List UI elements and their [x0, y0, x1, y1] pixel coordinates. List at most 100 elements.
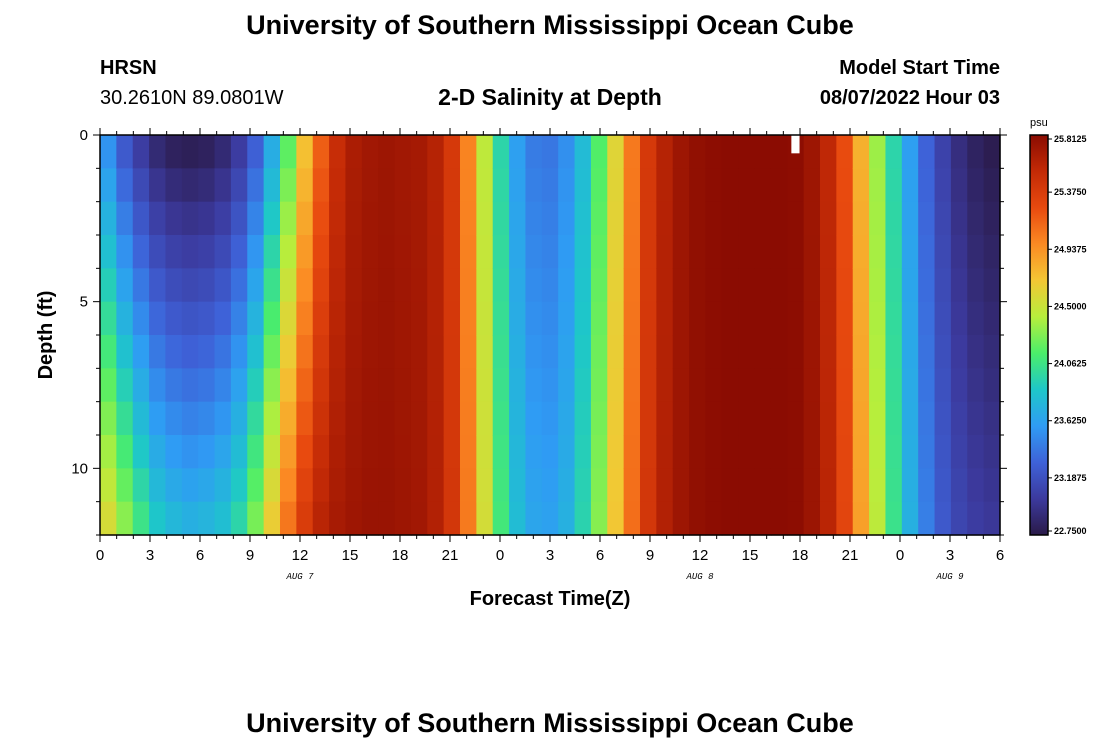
- chart-subtitle: 2-D Salinity at Depth: [438, 84, 662, 110]
- heatmap-cell: [558, 301, 576, 336]
- heatmap-cell: [640, 201, 657, 236]
- heatmap-cell: [590, 401, 608, 436]
- heatmap-cell: [263, 235, 281, 269]
- heatmap-cell: [950, 168, 968, 203]
- heatmap-cell: [705, 135, 723, 169]
- heatmap-cell: [410, 368, 428, 403]
- heatmap-cell: [721, 501, 739, 536]
- heatmap-cell: [378, 135, 396, 169]
- heatmap-cell: [410, 201, 428, 236]
- heatmap-cell: [705, 235, 723, 269]
- x-tick-label: 18: [792, 547, 809, 564]
- heatmap-cell: [738, 335, 756, 369]
- heatmap-cell: [509, 201, 527, 236]
- heatmap-cell: [296, 301, 314, 336]
- heatmap-cell: [198, 168, 216, 203]
- heatmap-cell: [852, 368, 870, 403]
- heatmap-cell: [214, 135, 232, 169]
- heatmap-cell: [378, 268, 396, 303]
- heatmap-cell: [672, 401, 690, 436]
- heatmap-cell: [361, 435, 379, 469]
- heatmap-cell: [820, 168, 837, 203]
- heatmap-cell: [967, 335, 985, 369]
- heatmap-cell: [394, 168, 412, 203]
- heatmap-cell: [934, 435, 952, 469]
- heatmap-cell: [574, 268, 592, 303]
- heatmap-cell: [738, 168, 756, 203]
- heatmap-cell: [885, 468, 903, 503]
- heatmap-cell: [329, 501, 347, 536]
- heatmap-cell: [950, 135, 968, 169]
- heatmap-cell: [361, 468, 379, 503]
- heatmap-cell: [918, 435, 936, 469]
- heatmap-cell: [721, 435, 739, 469]
- heatmap-cell: [460, 335, 477, 369]
- heatmap-cell: [230, 235, 248, 269]
- heatmap-cell: [247, 335, 265, 369]
- heatmap-cell: [427, 235, 445, 269]
- heatmap-cell: [950, 435, 968, 469]
- heatmap-cell: [721, 301, 739, 336]
- heatmap-cell: [378, 435, 396, 469]
- heatmap-cell: [754, 368, 772, 403]
- colorbar-label: 24.0625: [1054, 359, 1087, 369]
- heatmap-cell: [852, 201, 870, 236]
- heatmap-cell: [934, 235, 952, 269]
- heatmap-cell: [509, 235, 527, 269]
- heatmap-cell: [149, 501, 167, 536]
- heatmap-cell: [509, 468, 527, 503]
- heatmap-cell: [754, 201, 772, 236]
- heatmap-cell: [967, 201, 985, 236]
- heatmap-cell: [427, 501, 445, 536]
- heatmap-cell: [492, 335, 510, 369]
- heatmap-cell: [214, 301, 232, 336]
- heatmap-cell: [983, 201, 1001, 236]
- heatmap-cell: [787, 368, 805, 403]
- heatmap-cell: [361, 268, 379, 303]
- heatmap-cell: [247, 268, 265, 303]
- heatmap-cell: [214, 335, 232, 369]
- heatmap-cell: [280, 301, 297, 336]
- heatmap-cell: [116, 401, 134, 436]
- heatmap-cell: [672, 368, 690, 403]
- x-axis-ticks: 0 3 6 9 12 15 18 21 0 3 6 9 12 15 18 21 0 3 6 AUG 7 AUG 8 AUG…: [96, 128, 1004, 582]
- footer-title: University of Southern Mississippi Ocean…: [246, 708, 854, 738]
- heatmap-cell: [476, 135, 494, 169]
- heatmap-cell: [100, 301, 117, 336]
- heatmap-cell: [820, 501, 837, 536]
- heatmap-cell: [689, 368, 707, 403]
- heatmap-cell: [329, 168, 347, 203]
- heatmap-cell: [525, 368, 543, 403]
- heatmap-cell: [869, 301, 887, 336]
- heatmap-cell: [820, 368, 837, 403]
- heatmap-cell: [312, 401, 330, 436]
- heatmap-cell: [149, 135, 167, 169]
- heatmap-cell: [525, 201, 543, 236]
- heatmap-cell: [656, 501, 674, 536]
- heatmap-cell: [558, 435, 576, 469]
- heatmap-cell: [541, 501, 559, 536]
- heatmap-cell: [738, 368, 756, 403]
- heatmap-cell: [394, 268, 412, 303]
- heatmap-cell: [410, 501, 428, 536]
- heatmap-cell: [100, 501, 117, 536]
- heatmap-cell: [607, 135, 625, 169]
- heatmap-cell: [492, 401, 510, 436]
- heatmap-cell: [230, 401, 248, 436]
- heatmap-cell: [705, 435, 723, 469]
- heatmap-cell: [640, 335, 657, 369]
- heatmap-cell: [967, 168, 985, 203]
- y-tick-label: 10: [71, 460, 88, 477]
- heatmap-cell: [967, 435, 985, 469]
- heatmap-cell: [885, 201, 903, 236]
- colorbar-label: 23.6250: [1054, 416, 1087, 426]
- heatmap-cell: [852, 168, 870, 203]
- heatmap-cell: [394, 201, 412, 236]
- heatmap-cell: [410, 268, 428, 303]
- heatmap-cell: [312, 301, 330, 336]
- heatmap-cell: [623, 335, 641, 369]
- heatmap-cell: [983, 468, 1001, 503]
- heatmap-cell: [247, 401, 265, 436]
- heatmap-cell: [574, 401, 592, 436]
- heatmap-cell: [901, 468, 919, 503]
